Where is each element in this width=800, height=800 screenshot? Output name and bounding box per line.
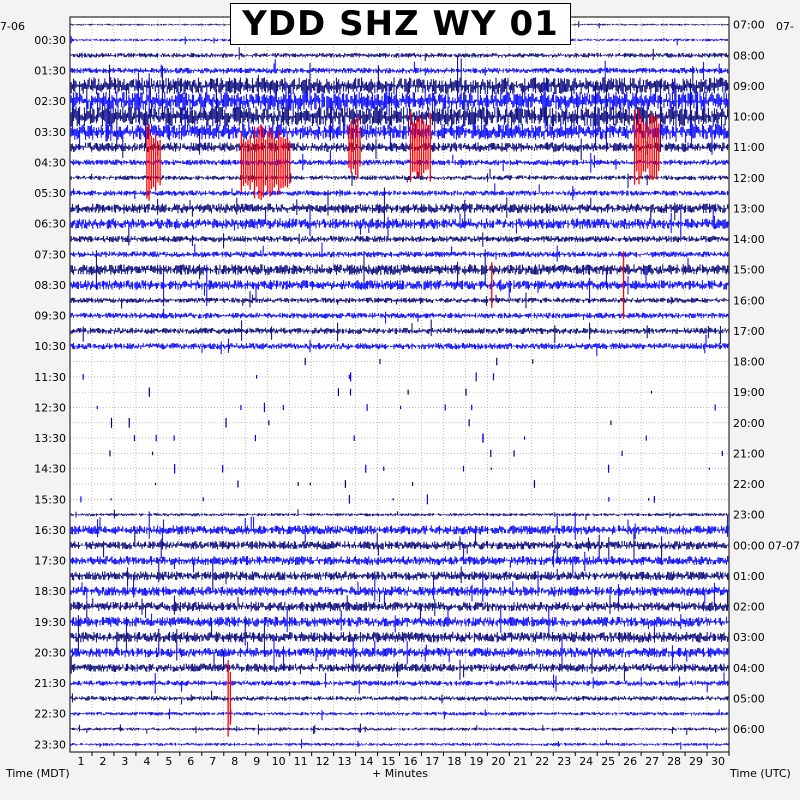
x-tick-label: 1 <box>77 755 84 768</box>
x-tick-label: 22 <box>535 755 549 768</box>
left-time-label: 11:30 <box>34 371 66 384</box>
x-axis-label: + Minutes <box>372 767 428 780</box>
left-time-label: 06:30 <box>34 218 66 231</box>
right-time-label: 16:00 <box>733 294 765 307</box>
x-tick-label: 25 <box>601 755 615 768</box>
left-time-label: 04:30 <box>34 156 66 169</box>
left-time-label: 09:30 <box>34 310 66 323</box>
left-time-labels: 00:30 01:30 02:30 03:30 04:30 05:30 06:30 07:30… <box>34 34 66 751</box>
left-time-label: 16:30 <box>34 524 66 537</box>
left-time-label: 17:30 <box>34 555 66 568</box>
x-tick-label: 11 <box>294 755 308 768</box>
right-time-label: 15:00 <box>733 264 765 277</box>
x-tick-label: 27 <box>645 755 659 768</box>
right-time-label: 17:00 <box>733 325 765 338</box>
x-tick-label: 6 <box>187 755 194 768</box>
x-tick-label: 7 <box>209 755 216 768</box>
left-time-label: 05:30 <box>34 187 66 200</box>
left-time-label: 07:30 <box>34 248 66 261</box>
left-time-label: 23:30 <box>34 738 66 751</box>
chart-title: YDD SHZ WY 01 <box>230 3 571 45</box>
right-time-labels: 07:00 08:00 09:00 10:00 11:00 12:00 13:00 14:00… <box>733 19 800 736</box>
x-tick-label: 26 <box>623 755 637 768</box>
right-time-label: 19:00 <box>733 386 765 399</box>
seismic-traces <box>69 21 730 750</box>
right-time-label: 20:00 <box>733 417 765 430</box>
x-tick-label: 30 <box>711 755 725 768</box>
right-time-label: 22:00 <box>733 478 765 491</box>
x-tick-label: 10 <box>272 755 286 768</box>
x-axis-ticks: 1 2 3 4 5 6 7 8 9 10 11 12 13 14 15 16 17 18 19 20 21 22 23 24 2… <box>77 752 730 768</box>
right-time-label: 12:00 <box>733 172 765 185</box>
x-tick-label: 2 <box>99 755 106 768</box>
right-time-label: 21:00 <box>733 447 765 460</box>
right-time-label: 10:00 <box>733 111 765 124</box>
y-axis-label-left: Time (MDT) <box>5 767 70 780</box>
x-tick-label: 21 <box>513 755 527 768</box>
x-tick-label: 16 <box>403 755 417 768</box>
left-time-label: 22:30 <box>34 708 66 721</box>
x-tick-label: 13 <box>338 755 352 768</box>
right-time-label: 18:00 <box>733 356 765 369</box>
right-time-label: 01:00 <box>733 570 765 583</box>
x-tick-label: 8 <box>231 755 238 768</box>
right-time-label: 11:00 <box>733 141 765 154</box>
left-time-label: 15:30 <box>34 493 66 506</box>
right-time-label: 02:00 <box>733 601 765 614</box>
x-tick-label: 19 <box>469 755 483 768</box>
x-tick-label: 17 <box>425 755 439 768</box>
right-time-label: 03:00 <box>733 631 765 644</box>
left-time-label: 02:30 <box>34 95 66 108</box>
right-time-label: 13:00 <box>733 202 765 215</box>
left-time-label: 00:30 <box>34 34 66 47</box>
x-tick-label: 5 <box>165 755 172 768</box>
right-date-rollover: 07-07 <box>768 539 800 552</box>
left-time-label: 18:30 <box>34 585 66 598</box>
x-tick-label: 28 <box>667 755 681 768</box>
left-time-label: 08:30 <box>34 279 66 292</box>
right-time-label: 09:00 <box>733 80 765 93</box>
x-tick-label: 3 <box>121 755 128 768</box>
x-tick-label: 14 <box>360 755 374 768</box>
y-axis-label-right: Time (UTC) <box>729 767 791 780</box>
right-time-label: 00:00 <box>733 539 765 552</box>
left-time-label: 03:30 <box>34 126 66 139</box>
right-time-label: 23:00 <box>733 509 765 522</box>
date-label-left: 7-06 <box>0 20 25 33</box>
left-time-label: 19:30 <box>34 616 66 629</box>
x-tick-label: 15 <box>382 755 396 768</box>
x-tick-label: 4 <box>143 755 150 768</box>
x-tick-label: 20 <box>491 755 505 768</box>
right-time-label: 05:00 <box>733 692 765 705</box>
right-time-label: 14:00 <box>733 233 765 246</box>
left-time-label: 12:30 <box>34 401 66 414</box>
date-label-right-top: 07- <box>776 20 794 33</box>
right-time-label: 08:00 <box>733 49 765 62</box>
x-tick-label: 29 <box>689 755 703 768</box>
x-tick-label: 12 <box>316 755 330 768</box>
left-time-label: 21:30 <box>34 677 66 690</box>
right-time-label: 06:00 <box>733 723 765 736</box>
left-time-label: 20:30 <box>34 646 66 659</box>
left-time-label: 10:30 <box>34 340 66 353</box>
left-time-label: 01:30 <box>34 65 66 78</box>
left-time-label: 13:30 <box>34 432 66 445</box>
right-time-label: 04:00 <box>733 662 765 675</box>
x-tick-label: 18 <box>447 755 461 768</box>
left-time-label: 14:30 <box>34 463 66 476</box>
x-tick-label: 24 <box>579 755 593 768</box>
right-time-label: 07:00 <box>733 19 765 32</box>
x-tick-label: 9 <box>253 755 260 768</box>
x-tick-label: 23 <box>557 755 571 768</box>
